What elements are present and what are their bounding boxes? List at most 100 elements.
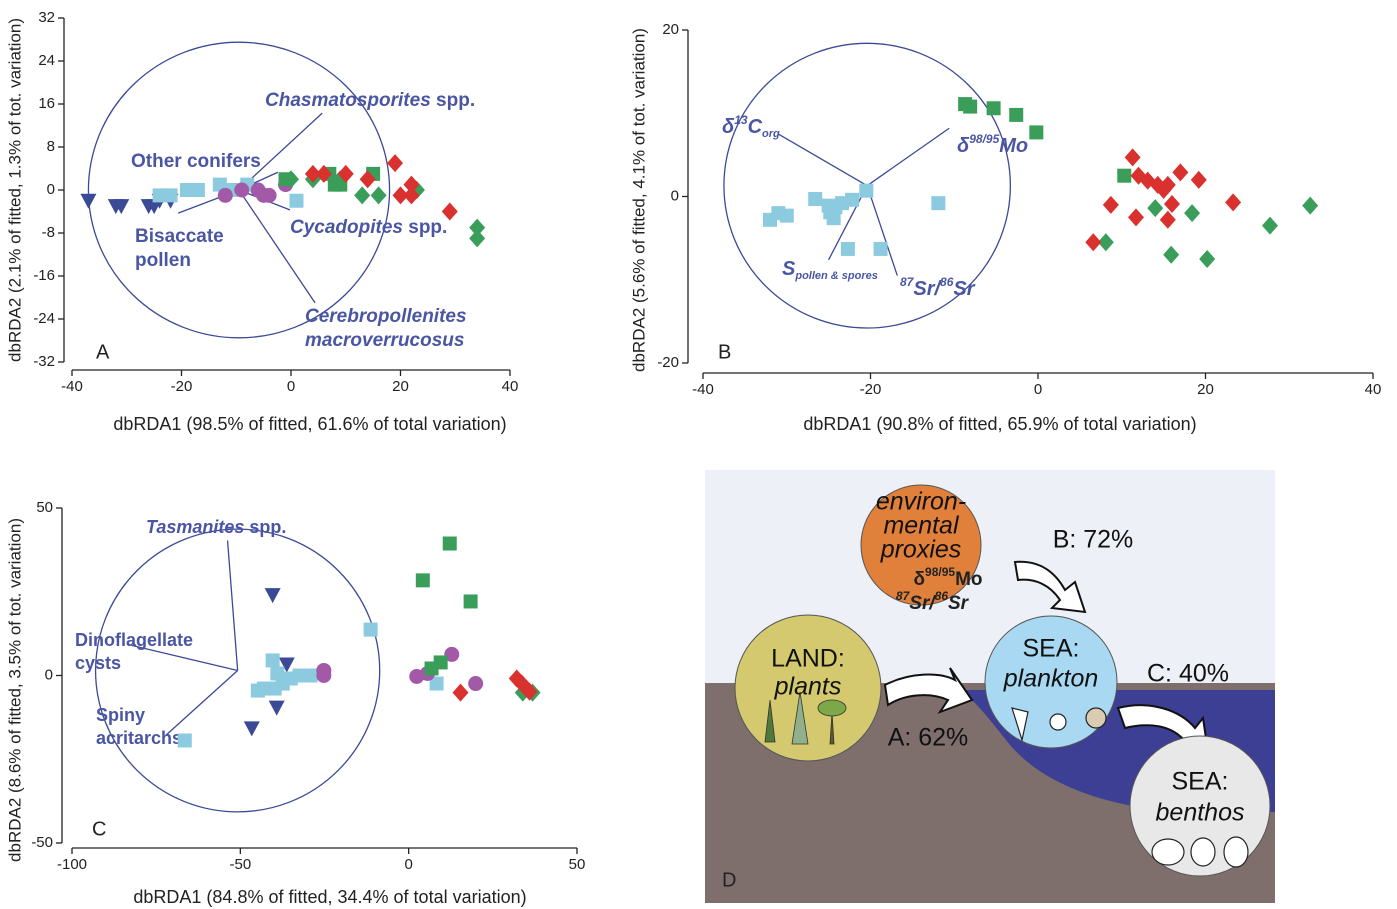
point	[304, 669, 318, 683]
point	[469, 229, 485, 247]
label-part: Sr	[953, 278, 975, 300]
y-tick-label: 16	[38, 95, 55, 112]
label-part: δ	[722, 116, 735, 138]
x-axis-title: dbRDA1 (98.5% of fitted, 61.6% of total …	[113, 414, 506, 434]
arrow-label: C: 40%	[1147, 660, 1229, 688]
plankton-sub: plankton	[1003, 665, 1099, 693]
point	[859, 184, 873, 198]
benthos-title: SEA:	[1172, 768, 1229, 796]
land-sub: plants	[774, 673, 842, 701]
point	[1160, 211, 1176, 229]
x-tick-label: -20	[860, 381, 882, 398]
proxies-line: proxies	[880, 536, 962, 564]
point	[178, 733, 192, 747]
vector-label: pollen	[135, 250, 191, 271]
vector	[166, 670, 238, 735]
label-part: org	[762, 128, 780, 140]
point	[1302, 197, 1318, 215]
x-tick-label: 0	[404, 856, 412, 873]
label-part: Chasmatosporites	[265, 90, 431, 111]
point	[1103, 196, 1119, 214]
label-part: Mo	[999, 135, 1028, 157]
x-tick-label: -50	[229, 856, 251, 873]
vector-label: δ13Corg	[722, 113, 780, 140]
benthos-sub: benthos	[1156, 799, 1245, 827]
text: Sr/	[909, 593, 936, 614]
plankton-title: SEA:	[1023, 635, 1080, 663]
label-part: spp.	[244, 517, 286, 537]
label-part: Sr/	[913, 278, 942, 300]
vector-label: Bisaccate	[135, 226, 224, 247]
point	[262, 188, 277, 203]
point	[80, 194, 96, 209]
point	[265, 588, 281, 603]
label-part: cysts	[75, 653, 121, 673]
vector	[778, 134, 867, 186]
x-tick-label: 50	[569, 856, 586, 873]
label-part: δ	[957, 135, 970, 157]
point	[987, 101, 1001, 115]
vector-label: 87Sr/86Sr	[900, 275, 976, 300]
y-tick-label: -8	[42, 224, 55, 241]
land-title: LAND:	[771, 645, 845, 673]
point	[931, 196, 945, 210]
vector	[239, 190, 315, 303]
label-part: Tasmanites	[146, 517, 244, 537]
x-tick-label: -20	[171, 378, 193, 395]
point	[266, 653, 280, 667]
x-axis-title: dbRDA1 (90.8% of fitted, 65.9% of total …	[803, 414, 1196, 434]
point	[234, 183, 249, 198]
y-tick-label: 0	[45, 666, 53, 683]
y-tick-label: 20	[662, 21, 679, 38]
label-part: 86	[940, 275, 954, 289]
shell-icons	[1152, 837, 1248, 867]
y-tick-label: 24	[38, 52, 55, 69]
y-tick-label: 0	[671, 187, 679, 204]
x-tick-label: 40	[502, 378, 519, 395]
point	[1029, 125, 1043, 139]
y-tick-label: 32	[38, 9, 55, 26]
point	[1184, 204, 1200, 222]
x-tick-label: 20	[392, 378, 409, 395]
point	[1009, 108, 1023, 122]
point	[316, 668, 331, 683]
vector-label: Dinoflagellate	[75, 630, 193, 650]
label-part: C	[748, 116, 763, 138]
panel-d: environ- mental proxies δ98/95Mo 87Sr/86…	[705, 470, 1275, 903]
vector-label: δ98/95Mo	[957, 132, 1028, 157]
point	[1199, 250, 1215, 268]
x-tick-label: 20	[1197, 381, 1214, 398]
panel-letter: C	[92, 818, 106, 840]
label-part: pollen & spores	[794, 270, 878, 282]
label-part: Dinoflagellate	[75, 630, 193, 650]
x-axis-title: dbRDA1 (84.8% of fitted, 34.4% of total …	[133, 887, 526, 907]
point	[269, 701, 285, 716]
panel-letter: D	[722, 869, 736, 891]
x-tick-label: 0	[287, 378, 295, 395]
point	[387, 154, 403, 172]
vector-label: Cerebropollenites	[305, 306, 467, 327]
x-tick-label: -100	[57, 856, 87, 873]
y-tick-label: 50	[36, 499, 53, 516]
label-part: Bisaccate	[135, 226, 224, 247]
y-tick-label: -50	[31, 834, 53, 851]
x-tick-label: 0	[1034, 381, 1042, 398]
label-part: spp.	[403, 217, 447, 238]
point	[841, 242, 855, 256]
point	[164, 188, 178, 202]
x-tick-label: 40	[1365, 381, 1382, 398]
text: Sr	[948, 593, 970, 614]
point	[874, 242, 888, 256]
vector-label: acritarchs	[96, 728, 182, 748]
point	[963, 100, 977, 114]
point	[244, 721, 260, 736]
text: 98/95	[925, 565, 955, 579]
point	[1164, 195, 1180, 213]
point	[1117, 169, 1131, 183]
vector-label: Spollen & spores	[782, 258, 878, 282]
vector-label: Cycadopites spp.	[290, 217, 447, 238]
y-axis-title: dbRDA2 (8.6% of fitted, 3.5% of tot. var…	[5, 518, 24, 862]
point	[1085, 233, 1101, 251]
point	[453, 684, 469, 702]
label-part: Other conifers	[131, 151, 261, 172]
